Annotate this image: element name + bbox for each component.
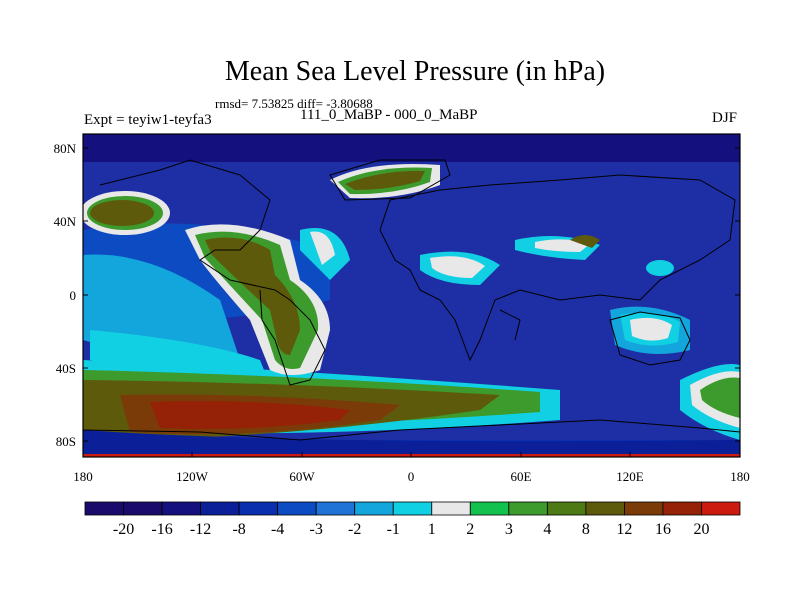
colorbar-swatch <box>277 501 317 516</box>
colorbar-label: -20 <box>113 521 134 538</box>
colorbar-label: 3 <box>505 521 513 538</box>
colorbar-swatch <box>431 501 471 516</box>
y-tick-label: 0 <box>70 288 77 303</box>
colorbar <box>84 501 741 516</box>
colorbar-label: -4 <box>271 521 284 538</box>
period-label: 111_0_MaBP - 000_0_MaBP <box>300 107 478 123</box>
colorbar-label: 8 <box>582 521 590 538</box>
experiment-label: Expt = teyiw1-teyfa3 <box>84 112 212 128</box>
x-tick-label: 180 <box>730 469 750 484</box>
x-tick-label: 180 <box>73 469 93 484</box>
y-tick-marks <box>83 147 740 442</box>
colorbar-label: 20 <box>693 521 709 538</box>
colorbar-swatch <box>546 501 587 516</box>
coastlines <box>83 159 740 441</box>
pressure-field <box>83 134 740 457</box>
colorbar-swatch <box>662 501 702 516</box>
colorbar-swatch <box>315 501 356 516</box>
colorbar-label: -12 <box>190 521 211 538</box>
colorbar-label: 12 <box>616 521 632 538</box>
colorbar-swatch <box>238 501 279 516</box>
colorbar-swatch <box>508 501 548 516</box>
x-tick-label: 120E <box>616 469 644 484</box>
colorbar-label: -8 <box>232 521 245 538</box>
colorbar-swatch <box>469 501 510 516</box>
colorbar-label: 2 <box>466 521 474 538</box>
x-tick-label: 60W <box>289 469 315 484</box>
colorbar-swatch <box>354 501 394 516</box>
colorbar-swatch <box>161 501 201 516</box>
colorbar-label: -1 <box>387 521 400 538</box>
colorbar-swatch <box>123 501 163 516</box>
x-tick-labels: 180 120W 60W 0 60E 120E 180 <box>73 469 750 484</box>
colorbar-labels: -20 -16 -12 -8 -4 -3 -2 -1 1 2 3 4 8 12 16 20 <box>113 521 710 538</box>
colorbar-swatch <box>585 501 625 516</box>
y-tick-labels: 80N 40N 0 40S 80S <box>54 141 77 449</box>
x-tick-marks <box>82 452 741 457</box>
colorbar-swatch <box>84 501 124 516</box>
colorbar-label: 1 <box>428 521 436 538</box>
y-tick-label: 80S <box>56 434 76 449</box>
season-label: DJF <box>712 110 738 126</box>
colorbar-label: 16 <box>655 521 671 538</box>
x-tick-label: 0 <box>408 469 415 484</box>
y-tick-label: 40N <box>54 214 77 229</box>
colorbar-label: -3 <box>310 521 323 538</box>
chart-title: Mean Sea Level Pressure (in hPa) <box>224 56 606 87</box>
colorbar-label: -2 <box>348 521 361 538</box>
y-tick-label: 40S <box>56 361 76 376</box>
colorbar-label: -16 <box>151 521 172 538</box>
colorbar-label: 4 <box>543 521 551 538</box>
colorbar-swatch <box>392 501 433 516</box>
y-tick-label: 80N <box>54 141 77 156</box>
colorbar-swatch <box>624 501 664 516</box>
x-tick-label: 120W <box>176 469 209 484</box>
colorbar-swatch <box>200 501 240 516</box>
colorbar-swatch <box>701 501 741 516</box>
x-tick-label: 60E <box>511 469 532 484</box>
stats-line: rmsd= 7.53825 diff= -3.80688 <box>215 96 373 111</box>
